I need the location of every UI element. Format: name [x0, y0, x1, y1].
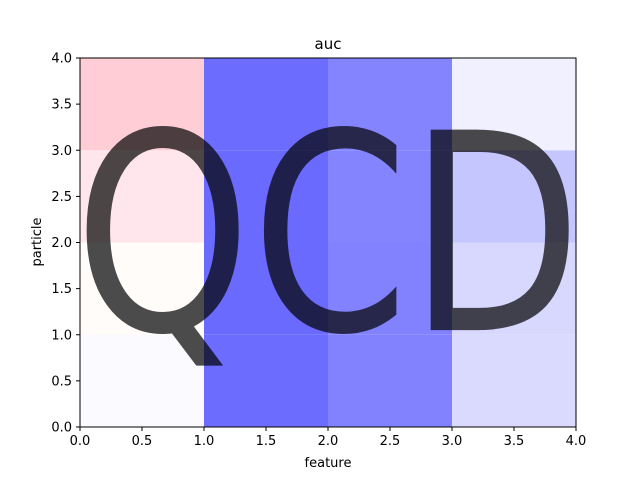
x-tick-label: 1.0 [194, 434, 215, 449]
y-tick-label: 0.5 [51, 374, 72, 389]
x-tick-label: 4.0 [566, 434, 587, 449]
heatmap-cell [204, 242, 328, 335]
heatmap-cell [80, 150, 204, 243]
y-tick-label: 3.0 [51, 144, 72, 159]
heatmap-cell [328, 150, 452, 243]
x-tick-label: 0.0 [70, 434, 91, 449]
heatmap-cell [328, 58, 452, 151]
x-tick-label: 0.5 [132, 434, 153, 449]
y-tick-label: 4.0 [51, 52, 72, 67]
heatmap-cell [204, 150, 328, 243]
heatmap-cells [80, 58, 576, 427]
y-tick-label: 1.0 [51, 328, 72, 343]
chart-title: auc [315, 35, 342, 53]
x-tick-label: 3.5 [504, 434, 525, 449]
heatmap-cell [452, 58, 576, 151]
heatmap-cell [80, 58, 204, 151]
heatmap-cell [204, 334, 328, 427]
heatmap-cell [80, 334, 204, 427]
heatmap-cell [80, 242, 204, 335]
heatmap-cell [452, 242, 576, 335]
x-tick-label: 3.0 [442, 434, 463, 449]
x-axis-label: feature [305, 456, 352, 471]
heatmap-cell [328, 334, 452, 427]
y-tick-label: 2.5 [51, 190, 72, 205]
y-tick-label: 0.0 [51, 421, 72, 436]
heatmap-cell [452, 150, 576, 243]
watermark-text: QCD [74, 75, 582, 395]
y-axis-label: particle [30, 217, 45, 266]
heatmap-cell [452, 334, 576, 427]
x-tick-label: 2.5 [380, 434, 401, 449]
heatmap-cell [328, 242, 452, 335]
y-axis: 0.0 0.5 1.0 1.5 2.0 2.5 3.0 3.5 4.0 [51, 52, 80, 436]
x-tick-label: 2.0 [318, 434, 339, 449]
heatmap-cell [204, 58, 328, 151]
watermark-layer: QCD [74, 75, 582, 395]
y-tick-label: 2.0 [51, 236, 72, 251]
x-tick-label: 1.5 [256, 434, 277, 449]
x-axis: 0.0 0.5 1.0 1.5 2.0 2.5 3.0 3.5 4.0 [70, 427, 587, 449]
y-tick-label: 1.5 [51, 282, 72, 297]
y-tick-label: 3.5 [51, 98, 72, 113]
